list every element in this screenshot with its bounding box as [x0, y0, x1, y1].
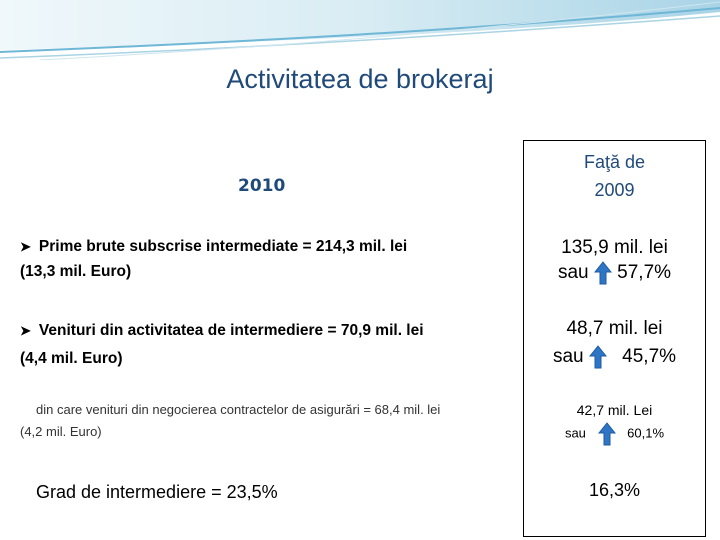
year-label: 2010 — [238, 176, 286, 196]
item-line2: (13,3 mil. Euro) — [20, 263, 132, 280]
cmp-or: sau — [552, 346, 584, 368]
cmp-value: 48,7 mil. lei — [566, 318, 663, 339]
cmp-change: sau 57,7% — [523, 261, 706, 285]
item-prime-brute: ➤ Prime brute subscrise intermediate = 21… — [20, 238, 407, 256]
cmp-value: 42,7 mil. Lei — [576, 402, 653, 418]
comparison-header-line2: 2009 — [594, 180, 635, 200]
comparison-header: Faţă de 2009 — [523, 148, 706, 204]
item-venituri: ➤ Venituri din activitatea de intermedier… — [20, 322, 424, 340]
cmp-or: sau — [557, 262, 589, 284]
grad-intermediere: Grad de intermediere = 23,5% — [36, 482, 278, 502]
arrow-up-icon — [588, 345, 607, 369]
item-line1: Prime brute subscrise intermediate = 214… — [38, 238, 408, 255]
cmp-value: 16,3% — [588, 480, 641, 500]
arrowhead-bullet-icon: ➤ — [20, 239, 31, 254]
page-title: Activitatea de brokeraj — [226, 64, 494, 94]
arrow-up-icon — [597, 422, 616, 446]
item-line1: Venituri din activitatea de intermediere… — [38, 322, 424, 339]
sub-item-line1: din care venituri din negocierea contrac… — [36, 402, 441, 417]
sub-item-line2: (4,2 mil. Euro) — [20, 424, 102, 439]
cmp-pct: 45,7% — [622, 346, 677, 368]
comparison-header-line1: Faţă de — [583, 152, 646, 172]
header-decoration — [0, 0, 720, 60]
cmp-change: sau 45,7% — [523, 345, 706, 369]
arrow-up-icon — [593, 261, 612, 285]
cmp-or: sau — [564, 425, 586, 441]
cmp-pct: 60,1% — [627, 425, 665, 441]
cmp-pct: 57,7% — [617, 262, 672, 284]
item-line2: (4,4 mil. Euro) — [20, 350, 123, 367]
arrowhead-bullet-icon: ➤ — [20, 323, 31, 338]
cmp-value: 135,9 mil. lei — [561, 237, 668, 258]
cmp-change: sau 60,1% — [523, 422, 706, 446]
comparison-box — [523, 140, 706, 537]
